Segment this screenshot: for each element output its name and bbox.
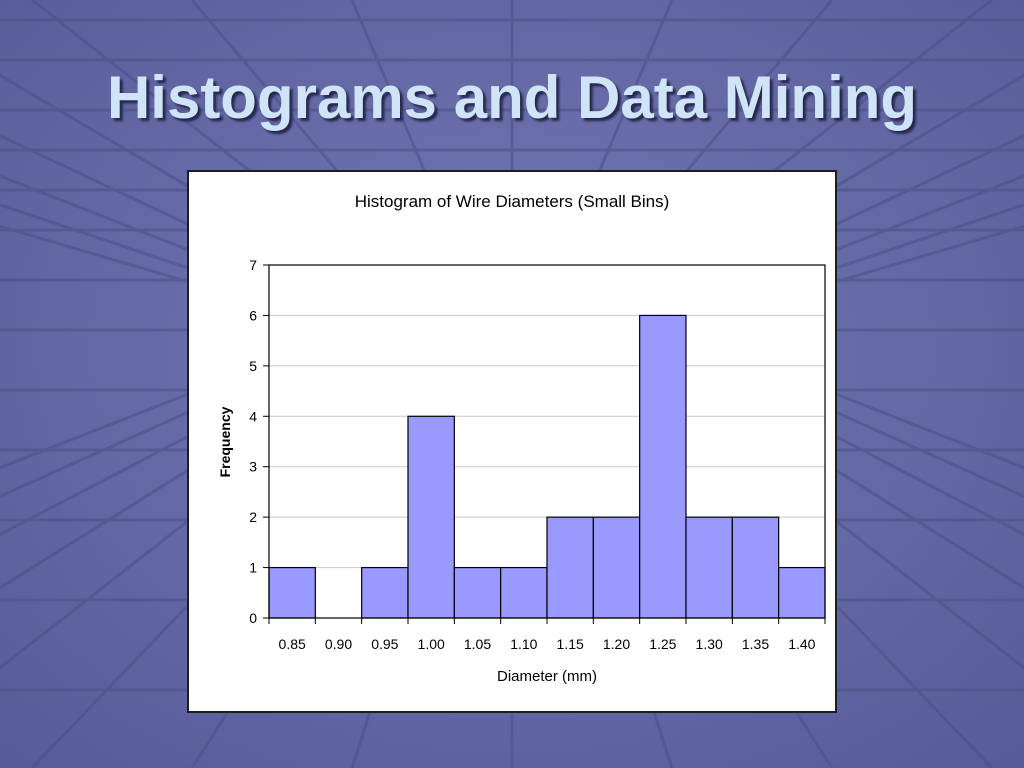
x-tick-label: 1.30 (696, 636, 723, 652)
slide-title: Histograms and Data Mining (106, 64, 918, 131)
chart-panel: Histogram of Wire Diameters (Small Bins)… (187, 170, 837, 713)
histogram-bar (731, 516, 780, 619)
x-tick-label: 0.85 (279, 636, 306, 652)
x-tick-label: 1.25 (649, 636, 676, 652)
y-tick-label: 0 (249, 610, 257, 626)
histogram-bar (685, 516, 733, 619)
histogram-bar (500, 566, 548, 619)
x-tick-label: 1.35 (742, 636, 769, 652)
y-axis-label: Frequency (217, 406, 233, 478)
x-tick-label: 1.40 (788, 636, 815, 652)
x-tick-label: 0.90 (325, 636, 352, 652)
histogram-bar (546, 516, 594, 619)
x-tick-label: 1.20 (603, 636, 630, 652)
plot-area-frame (268, 264, 826, 619)
y-tick-label: 3 (249, 459, 257, 475)
histogram-bar (453, 566, 502, 619)
x-tick-label: 0.95 (371, 636, 398, 652)
histogram-bar (268, 566, 316, 619)
histogram-chart: 0 1 2 3 4 5 6 7 0.85 0.90 0.95 1.00 1.05 1.10 1.15 1.20… (249, 257, 826, 652)
y-tick-label: 1 (249, 560, 257, 576)
x-tick-label: 1.10 (510, 636, 537, 652)
y-tick-label: 6 (249, 307, 257, 323)
histogram-bar (639, 314, 687, 619)
y-tick-label: 2 (249, 509, 257, 525)
x-tick-label: 1.05 (464, 636, 491, 652)
histogram-bar (361, 566, 409, 619)
histogram-bar (778, 566, 826, 619)
x-tick-label: 1.15 (557, 636, 584, 652)
histogram-bar (407, 415, 455, 619)
x-tick-label: 1.00 (418, 636, 445, 652)
y-tick-label: 7 (249, 257, 257, 273)
histogram-bar (592, 516, 641, 619)
y-tick-label: 4 (249, 408, 257, 424)
chart-title: Histogram of Wire Diameters (Small Bins) (354, 192, 670, 211)
x-axis-label: Diameter (mm) (497, 668, 597, 685)
y-tick-label: 5 (249, 358, 257, 374)
